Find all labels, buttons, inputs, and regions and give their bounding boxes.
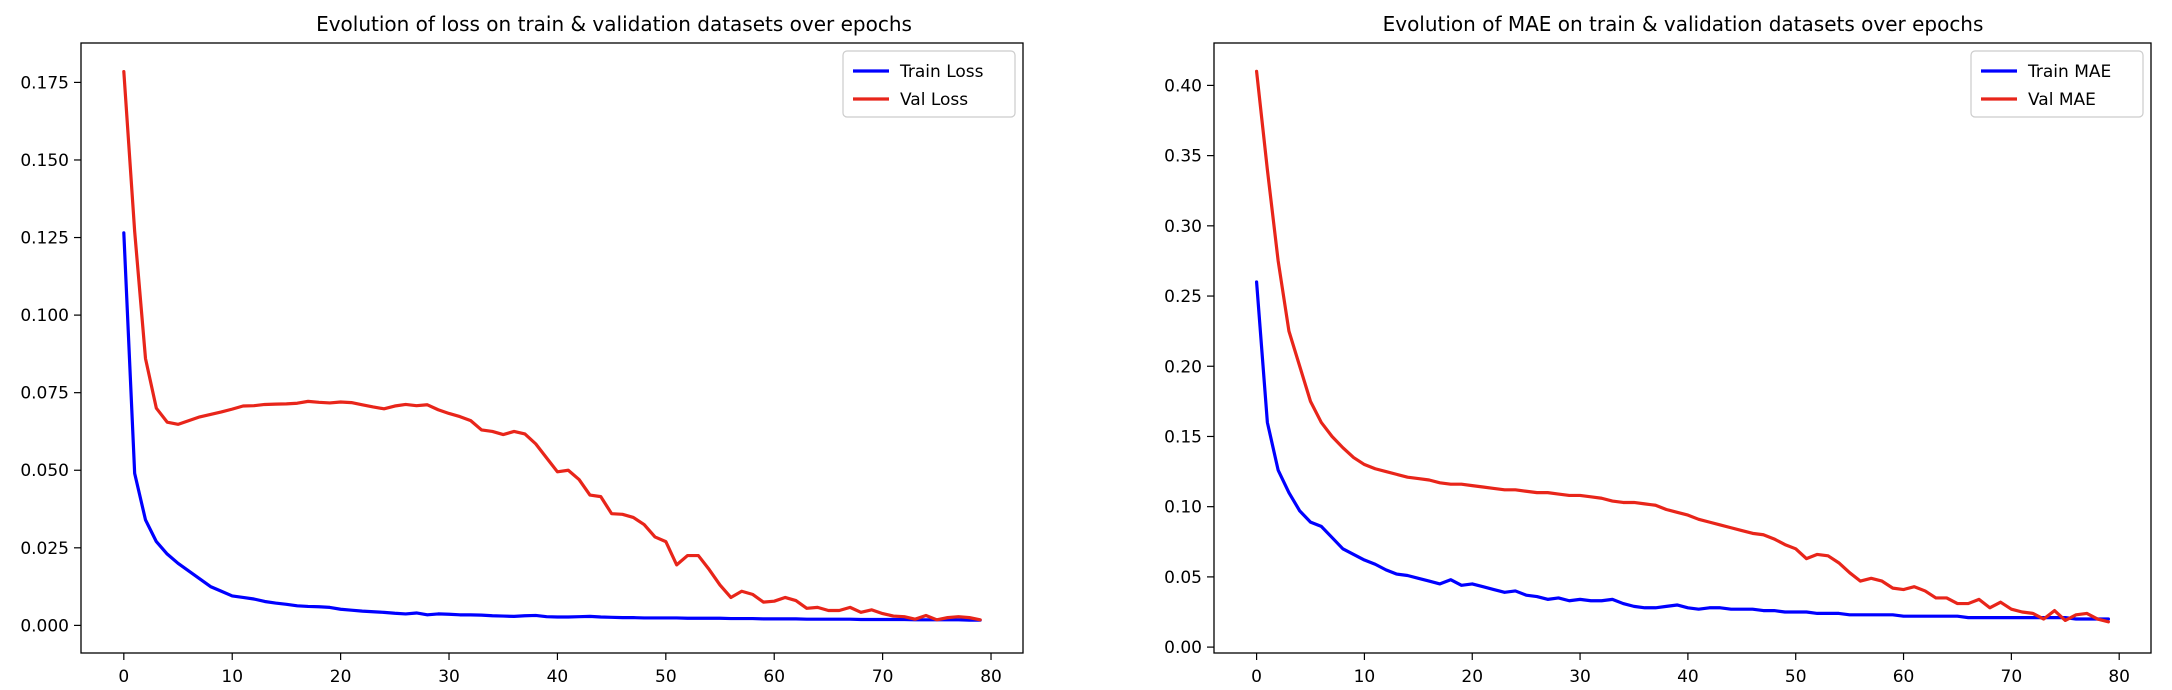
loss-series-line-1 <box>122 69 982 622</box>
loss-x-tick-label: 0 <box>118 667 129 687</box>
mae-series-line-1 <box>1254 69 2111 624</box>
mae-x-tick-label: 80 <box>2108 667 2130 687</box>
mae-x-tick-label: 50 <box>1785 667 1807 687</box>
loss-y-tick-label: 0.175 <box>20 73 69 93</box>
mae-legend-label-1: Val MAE <box>2028 90 2096 110</box>
mae-x-tick-label: 0 <box>1251 667 1262 687</box>
loss-y-tick-label: 0.025 <box>20 539 69 559</box>
mae-y-tick-label: 0.20 <box>1164 357 1202 377</box>
loss-y-tick-label: 0.125 <box>20 229 69 249</box>
mae-chart-panel: Evolution of MAE on train & validation d… <box>1164 12 2152 687</box>
mae-y-tick-label: 0.00 <box>1164 638 1202 658</box>
loss-series-line-0 <box>122 231 982 622</box>
mae-legend-label-0: Train MAE <box>2027 62 2111 82</box>
mae-x-tick-label: 70 <box>2001 667 2023 687</box>
mae-chart-title: Evolution of MAE on train & validation d… <box>1383 12 1984 36</box>
mae-axes-frame <box>1213 42 2152 654</box>
loss-axes-frame <box>80 42 1024 654</box>
mae-x-tick-label: 20 <box>1461 667 1483 687</box>
mae-x-tick-label: 10 <box>1354 667 1376 687</box>
mae-x-tick-label: 30 <box>1569 667 1591 687</box>
loss-y-tick-label: 0.000 <box>20 616 69 636</box>
mae-series-line-0 <box>1254 280 2111 621</box>
mae-legend: Train MAE Val MAE <box>1970 50 2144 118</box>
mae-y-tick-label: 0.35 <box>1164 147 1202 167</box>
loss-x-tick-label: 60 <box>763 667 785 687</box>
loss-legend: Train Loss Val Loss <box>842 50 1016 118</box>
loss-x-tick-label: 70 <box>872 667 894 687</box>
loss-y-tick-label: 0.100 <box>20 306 69 326</box>
loss-plot-area: 0 10 20 30 40 50 60 70 80 0.000 0.025 0.050 0.075 0.1… <box>20 42 1024 687</box>
loss-x-tick-label: 50 <box>655 667 677 687</box>
mae-y-tick-label: 0.30 <box>1164 217 1202 237</box>
mae-x-tick-label: 60 <box>1893 667 1915 687</box>
mae-y-tick-label: 0.10 <box>1164 498 1202 518</box>
mae-y-tick-label: 0.05 <box>1164 568 1202 588</box>
loss-x-tick-label: 40 <box>547 667 569 687</box>
loss-legend-label-0: Train Loss <box>899 62 984 82</box>
mae-plot-area: 0 10 20 30 40 50 60 70 80 0.00 0.05 0.10 0.15 0.20 0.2… <box>1164 42 2152 687</box>
loss-x-tick-label: 30 <box>438 667 460 687</box>
mae-y-tick-label: 0.40 <box>1164 76 1202 96</box>
loss-y-tick-label: 0.050 <box>20 461 69 481</box>
loss-y-tick-label: 0.150 <box>20 151 69 171</box>
mae-x-tick-label: 40 <box>1677 667 1699 687</box>
loss-chart-title: Evolution of loss on train & validation … <box>316 12 912 36</box>
loss-legend-label-1: Val Loss <box>900 90 968 110</box>
loss-x-tick-label: 10 <box>221 667 243 687</box>
loss-y-tick-label: 0.075 <box>20 384 69 404</box>
mae-y-tick-label: 0.25 <box>1164 287 1202 307</box>
loss-x-tick-label: 80 <box>980 667 1002 687</box>
loss-chart-panel: Evolution of loss on train & validation … <box>20 12 1024 687</box>
mae-y-tick-label: 0.15 <box>1164 427 1202 447</box>
loss-x-tick-label: 20 <box>330 667 352 687</box>
